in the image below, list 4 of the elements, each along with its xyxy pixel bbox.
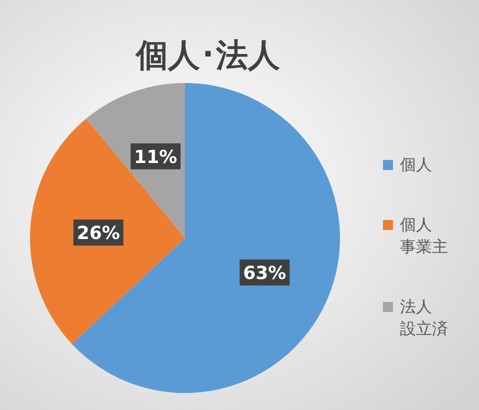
legend-label: 法人設立済 — [400, 297, 448, 338]
slice-label: 個人 — [400, 215, 432, 234]
legend-label: 個人 — [400, 155, 432, 174]
title: 個人･法人 — [136, 36, 280, 74]
